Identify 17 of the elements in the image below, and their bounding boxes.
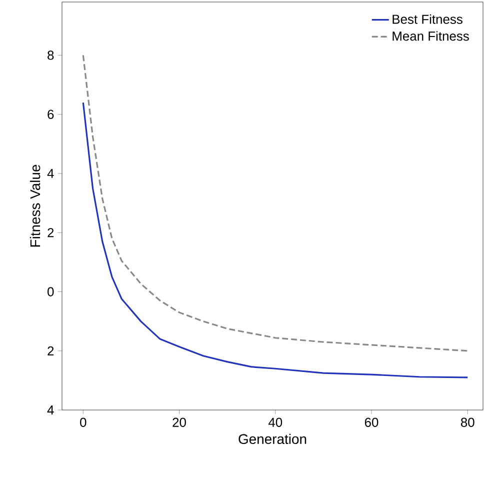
y-tick-label: 4 [47,169,54,178]
x-tick-label: 60 [364,418,378,427]
line-series [82,102,468,378]
y-axis-title: Fitness Value [30,164,40,247]
x-tick-label: 20 [172,418,186,427]
y-tick-label: 0 [48,287,54,296]
x-tick-label: 80 [460,418,474,427]
y-tick-label: 8 [48,50,54,60]
x-tick-label: 0 [80,418,86,427]
y-tick-label: 2 [48,228,54,238]
y-tick-label: 2 [48,346,54,356]
legend-label: Best Fitness [392,14,462,24]
y-tick-label: 4 [47,406,54,414]
y-tick-label: 6 [48,110,54,119]
legend-label: Mean Fitness [392,31,469,41]
x-tick-label: 40 [268,418,282,427]
x-axis-title: Generation [238,434,306,444]
